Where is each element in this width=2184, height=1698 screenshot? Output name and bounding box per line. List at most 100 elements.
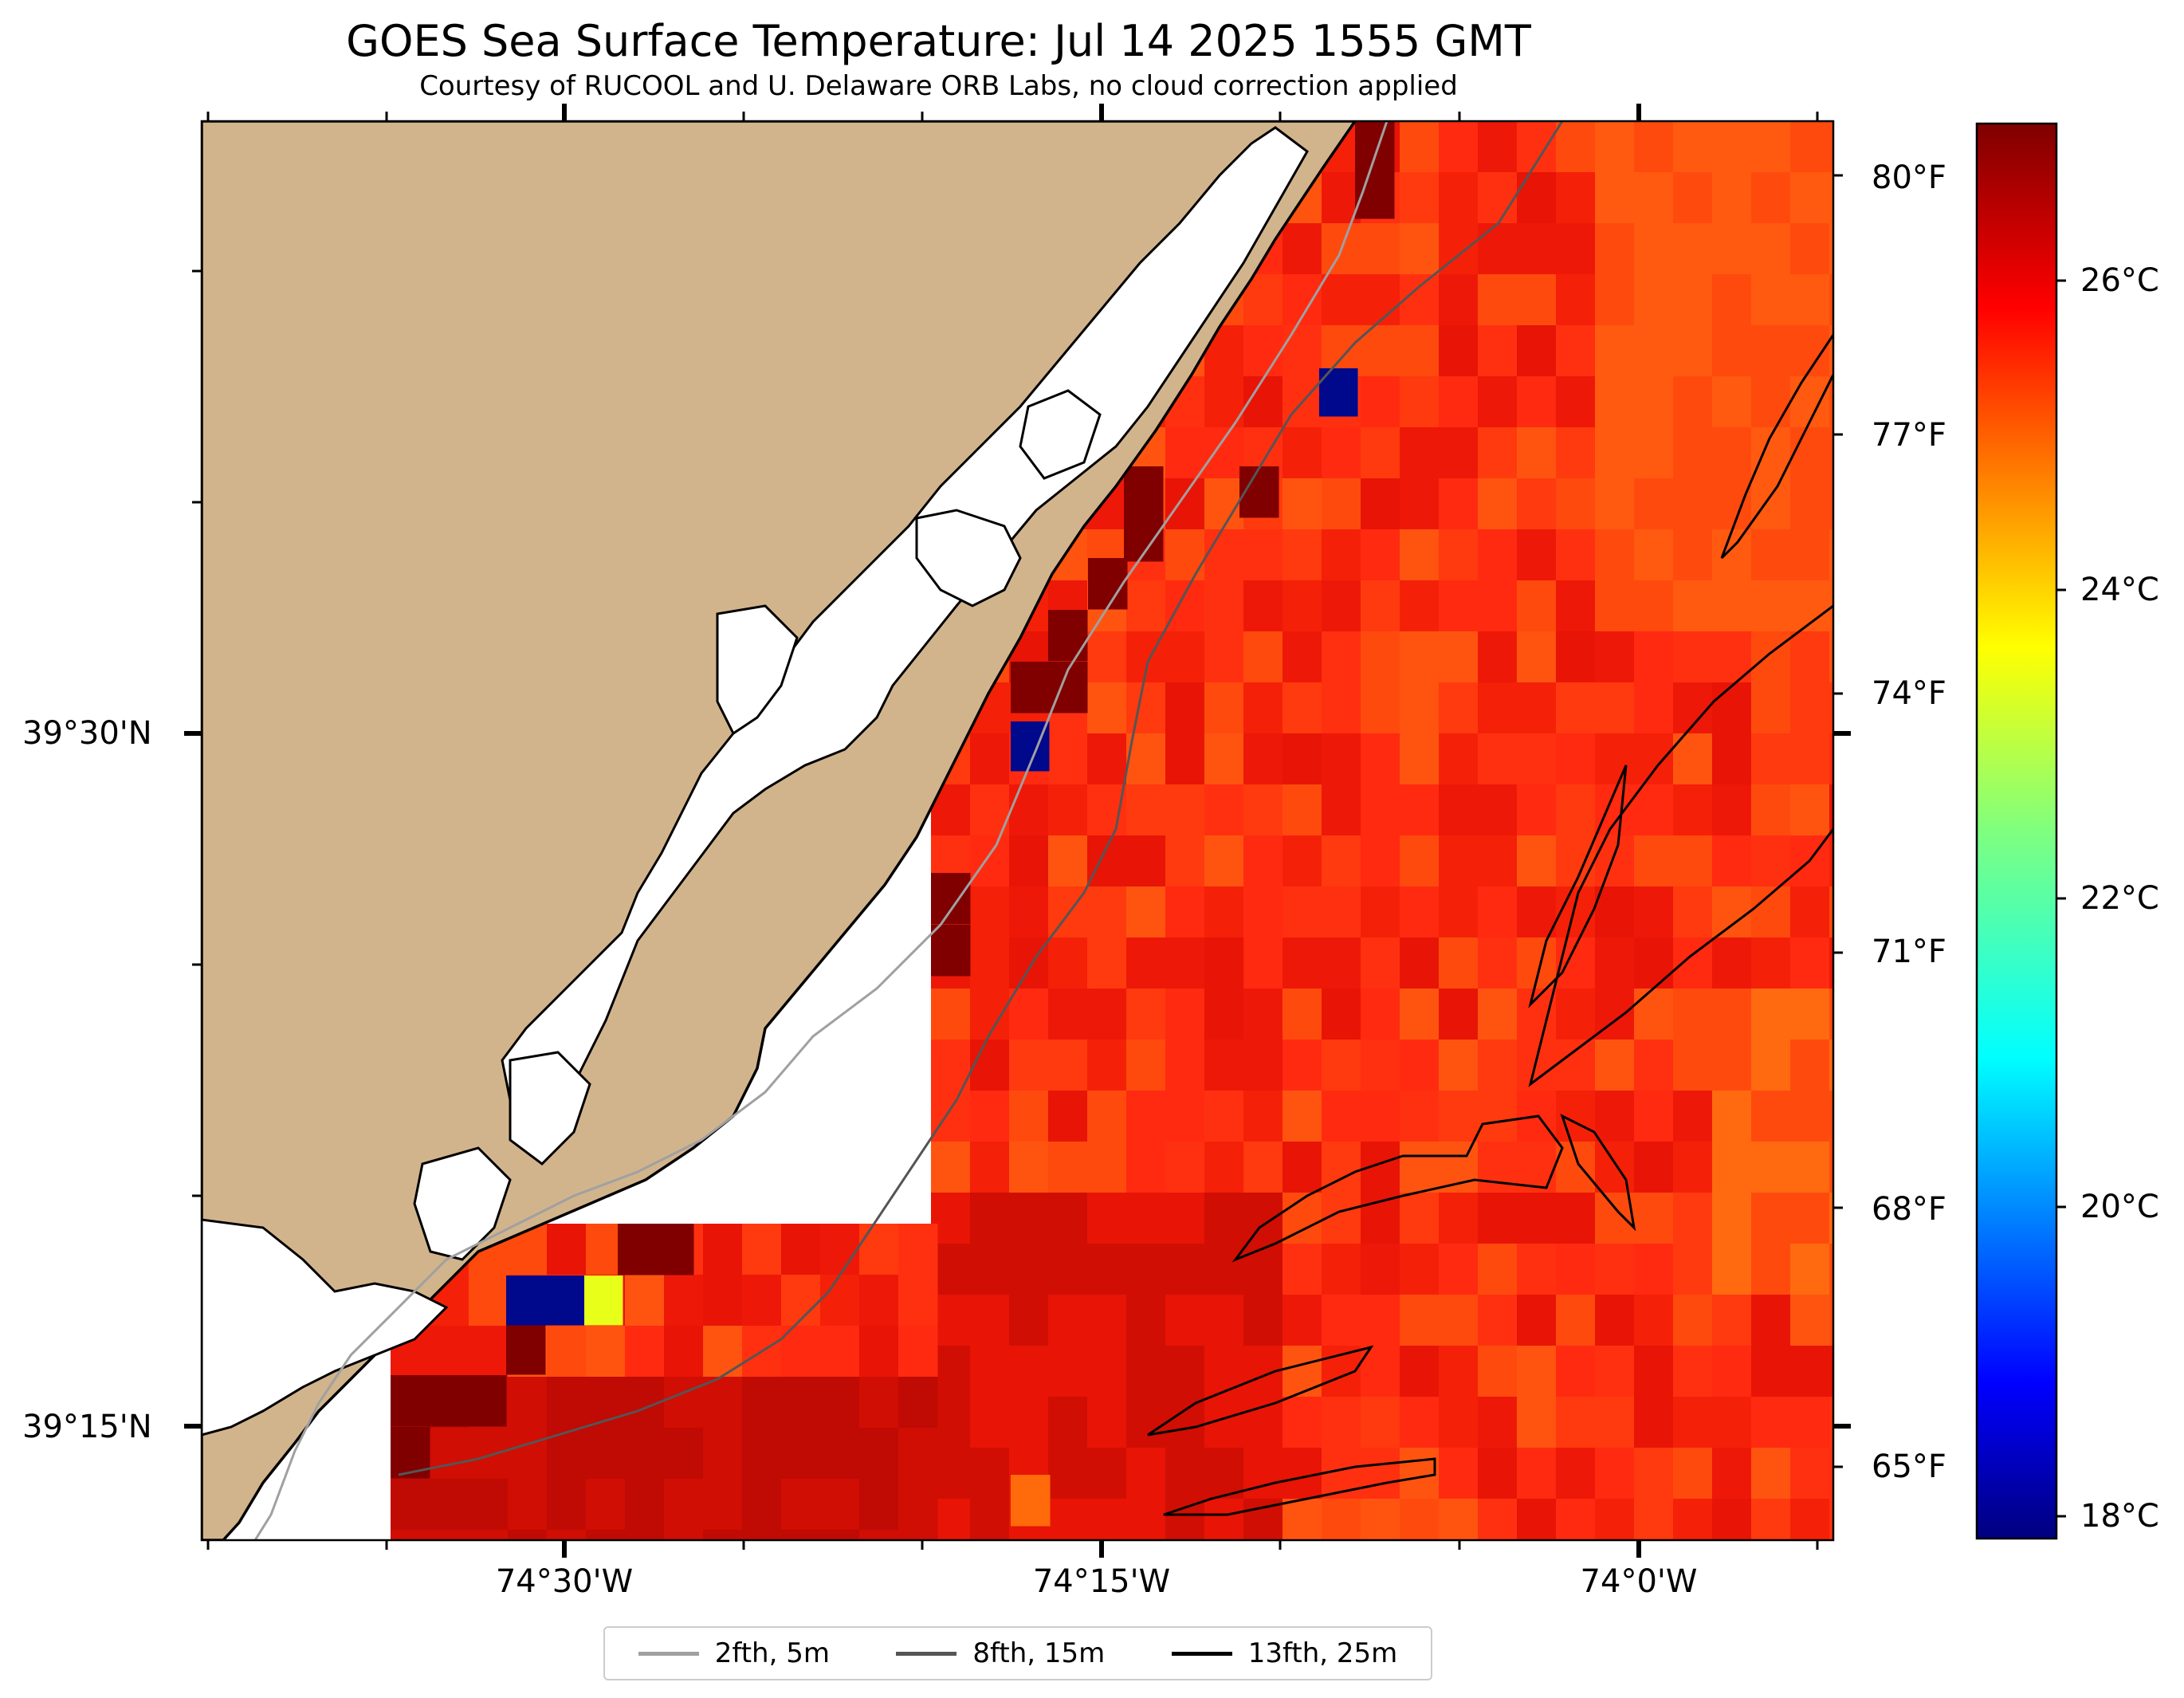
sst-cell	[1283, 529, 1322, 581]
sst-cell	[508, 1428, 548, 1480]
sst-cell	[1517, 1295, 1557, 1346]
sst-cell	[625, 1479, 665, 1531]
sst-cell	[1400, 325, 1440, 377]
sst-cell	[1283, 580, 1322, 632]
sst-cell	[625, 1326, 665, 1378]
sst-cell	[1439, 989, 1479, 1040]
sst-cell	[970, 835, 1010, 887]
sst-cell	[1634, 1193, 1674, 1244]
sst-cell	[970, 733, 1010, 785]
sst-cell	[1439, 478, 1479, 530]
sst-cell	[1439, 733, 1479, 785]
sst-cell	[1517, 682, 1557, 734]
contour-8fth	[398, 121, 1564, 1476]
sst-cell	[625, 1428, 665, 1480]
sst-cell	[1634, 223, 1674, 275]
sst-cell	[1361, 733, 1400, 785]
sst-cell	[970, 1346, 1010, 1397]
sst-cell	[1439, 886, 1479, 938]
sst-cell	[1204, 427, 1244, 479]
sst-cell	[1400, 580, 1440, 632]
sst-cell	[1478, 172, 1518, 224]
sst-cell	[1126, 1040, 1166, 1091]
sst-cell	[1322, 1244, 1361, 1295]
sst-cell	[1517, 223, 1557, 275]
sst-cell	[1829, 631, 1833, 683]
sst-cell	[1439, 937, 1479, 989]
sst-cell	[1556, 682, 1596, 734]
sst-cell	[1478, 1397, 1518, 1448]
sst-cell	[1634, 1040, 1674, 1091]
sst-cell	[1322, 886, 1361, 938]
sst-cell	[1634, 886, 1674, 938]
sst-cell	[1009, 1295, 1049, 1346]
sst-cell	[1751, 1499, 1791, 1540]
sst-cell	[703, 1479, 743, 1531]
sst-cell	[1048, 1142, 1088, 1193]
sst-cell	[1712, 529, 1752, 581]
sst-cell	[1829, 835, 1833, 887]
sst-cell	[1439, 784, 1479, 836]
sst-cell	[547, 1479, 587, 1531]
bay-water-lower	[509, 1051, 591, 1165]
sst-cell	[1712, 274, 1752, 326]
sst-cell	[1283, 1397, 1322, 1448]
sst-cell	[1439, 835, 1479, 887]
sst-cell	[1439, 1397, 1479, 1448]
sst-cell	[1322, 427, 1361, 479]
sst-cell	[1243, 1448, 1283, 1500]
sst-cell	[1165, 784, 1205, 836]
sst-cell	[1165, 1142, 1205, 1193]
sst-cell	[1048, 1193, 1088, 1244]
sst-cell	[1595, 1499, 1635, 1540]
sst-cell	[1400, 274, 1440, 326]
sst-cell	[1751, 784, 1791, 836]
sst-cell	[1283, 1142, 1322, 1193]
sst-cell	[898, 1377, 938, 1429]
sst-cell	[1204, 1244, 1244, 1295]
sst-cell	[1634, 1244, 1674, 1295]
sst-cell	[1517, 1448, 1557, 1500]
sst-cell	[1087, 937, 1127, 989]
sst-cell	[1517, 580, 1557, 632]
sst-cell	[1478, 989, 1518, 1040]
sst-cell	[898, 1275, 938, 1327]
sst-cell	[703, 1428, 743, 1480]
c-label-20: 20°C	[2080, 1189, 2159, 1225]
sst-cell	[1478, 682, 1518, 734]
sst-cell	[1829, 1244, 1833, 1295]
sst-cell	[1361, 784, 1400, 836]
sst-cell	[1400, 1091, 1440, 1142]
sst-cell	[1634, 1346, 1674, 1397]
sst-cell	[1361, 1091, 1400, 1142]
sst-cell	[820, 1530, 860, 1540]
sst-cell	[1243, 325, 1283, 377]
sst-cell	[1361, 478, 1400, 530]
sst-cell	[1087, 784, 1127, 836]
sst-cell	[898, 1224, 938, 1275]
sst-cell	[1673, 376, 1713, 428]
sst-cell	[469, 1428, 509, 1480]
sst-cell	[859, 1377, 899, 1429]
sst-cell	[1790, 274, 1830, 326]
sst-cell	[1361, 223, 1400, 275]
sst-cell	[430, 1530, 469, 1540]
sst-cell	[820, 1275, 860, 1327]
sst-cell	[1126, 1091, 1166, 1142]
sst-cell	[1790, 121, 1830, 173]
sst-cell	[1595, 427, 1635, 479]
sst-cell	[1829, 325, 1833, 377]
sst-cell	[1009, 835, 1049, 887]
sst-cell-warm	[1011, 662, 1051, 713]
sst-cell	[781, 1275, 821, 1327]
sst-cell	[1009, 989, 1049, 1040]
f-label-80: 80°F	[1872, 159, 1946, 196]
sst-cell	[1243, 886, 1283, 938]
sst-cell	[1751, 937, 1791, 989]
sst-cell	[1048, 1397, 1088, 1448]
sst-cell	[1829, 121, 1833, 173]
sst-cell	[1283, 1244, 1322, 1295]
sst-cell	[1712, 1193, 1752, 1244]
sst-cell	[1712, 1295, 1752, 1346]
